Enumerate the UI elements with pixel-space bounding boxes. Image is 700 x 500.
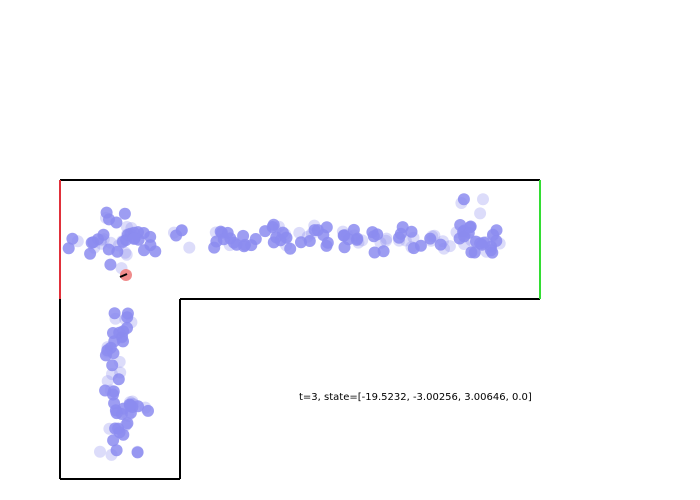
particle	[112, 373, 125, 386]
particle	[120, 248, 133, 261]
particle	[351, 232, 364, 245]
particle	[249, 233, 262, 245]
particle	[477, 193, 489, 206]
particle	[237, 229, 250, 242]
particle	[94, 445, 106, 458]
particle	[121, 307, 134, 320]
particle	[103, 422, 116, 435]
particle	[405, 225, 418, 238]
particle	[455, 197, 468, 209]
particle	[458, 238, 471, 250]
particle	[142, 404, 154, 417]
particle	[293, 226, 306, 239]
particle	[367, 230, 380, 243]
particle	[104, 258, 117, 271]
particle	[87, 236, 100, 249]
particle	[118, 207, 131, 220]
particle	[474, 207, 487, 220]
particle	[468, 246, 481, 259]
particle	[453, 232, 466, 245]
particle	[320, 221, 333, 234]
particle	[117, 335, 129, 348]
particle	[454, 219, 467, 231]
particle	[368, 246, 381, 259]
particle	[99, 349, 112, 362]
particle	[493, 237, 506, 250]
particle	[303, 235, 316, 247]
particle	[102, 243, 115, 256]
particle	[116, 235, 129, 248]
particle	[183, 241, 196, 254]
particle	[138, 244, 150, 257]
particle	[84, 247, 97, 260]
particle	[108, 397, 121, 410]
particle	[490, 234, 503, 247]
particle	[124, 399, 137, 412]
particle	[424, 232, 437, 245]
particle	[377, 245, 390, 258]
particle	[425, 234, 437, 247]
particle	[284, 242, 297, 255]
particle	[426, 230, 439, 243]
particle	[97, 233, 110, 246]
particle-cloud	[62, 193, 506, 461]
particle	[208, 241, 221, 254]
particle	[62, 242, 75, 255]
particle	[490, 224, 503, 237]
particle	[114, 366, 127, 379]
particle	[100, 211, 112, 224]
particle	[121, 417, 134, 430]
particle	[399, 234, 412, 247]
status-text: t=3, state=[-19.5232, -3.00256, 3.00646,…	[299, 392, 532, 403]
particle	[101, 375, 114, 388]
track-walls	[59, 179, 541, 480]
particle	[107, 434, 120, 447]
particle	[131, 445, 144, 458]
particle	[128, 232, 141, 245]
particle	[119, 246, 132, 259]
particle	[100, 206, 113, 219]
particle	[217, 233, 230, 246]
particle	[380, 232, 393, 245]
particle	[110, 216, 123, 229]
particle	[457, 193, 470, 206]
particle	[168, 226, 180, 239]
particle	[407, 231, 420, 244]
particle	[110, 444, 123, 457]
particle	[311, 224, 324, 237]
particle	[380, 234, 392, 247]
particle	[414, 239, 427, 252]
particle	[295, 236, 307, 249]
particle	[108, 307, 121, 320]
particle	[106, 368, 118, 381]
particle	[396, 221, 409, 234]
particle	[443, 240, 456, 253]
particle	[97, 228, 110, 241]
agent	[119, 269, 132, 281]
particle	[106, 359, 119, 372]
particle	[434, 238, 447, 251]
particle	[107, 388, 119, 401]
particle	[464, 220, 477, 233]
particle	[131, 446, 144, 459]
agent-heading-indicator	[119, 273, 128, 278]
particle	[117, 428, 130, 441]
particle	[280, 231, 293, 244]
particle	[338, 229, 351, 242]
particle	[95, 234, 107, 247]
particle	[115, 331, 128, 344]
particle	[109, 312, 122, 325]
particle	[405, 241, 418, 254]
particle	[321, 236, 334, 249]
particle	[267, 236, 280, 249]
particle	[137, 227, 150, 239]
particle	[66, 232, 79, 245]
particle	[348, 229, 361, 242]
particle	[266, 221, 279, 233]
particle	[110, 407, 123, 420]
particle	[105, 448, 118, 461]
particle	[170, 229, 183, 242]
